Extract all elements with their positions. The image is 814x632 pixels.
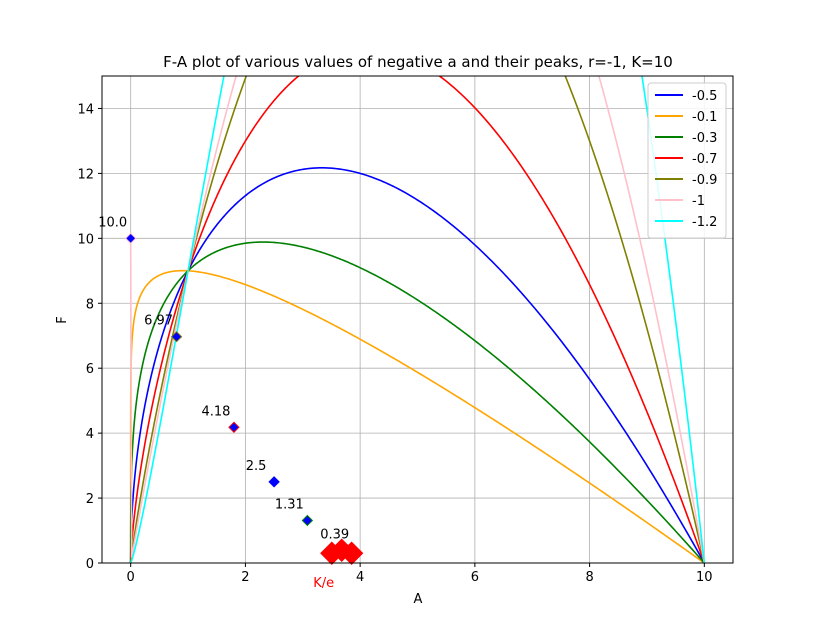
plot-frame (101, 75, 734, 564)
legend-label--0.9: -0.9 (692, 173, 717, 188)
legend-label--0.1: -0.1 (692, 110, 717, 125)
x-tick-label: 2 (241, 570, 249, 585)
y-tick-label: 8 (86, 297, 94, 312)
series-line--1 (129, 76, 706, 563)
x-tick-label: 6 (471, 570, 479, 585)
series-lines (129, 76, 706, 563)
peak-label--1: 10.0 (98, 215, 127, 230)
peak-label--0.1: 0.39 (320, 527, 349, 542)
y-tick-label: 2 (86, 492, 94, 507)
peak-marker--0.7 (228, 421, 240, 433)
peak-label--0.3: 1.31 (275, 497, 304, 512)
peak-marker--1 (124, 232, 137, 245)
peak-marker--0.5 (268, 476, 280, 488)
peak-label--0.7: 4.18 (201, 404, 230, 419)
legend-label--0.5: -0.5 (692, 89, 717, 104)
x-tick-label: 8 (585, 570, 593, 585)
x-tick-label: 10 (696, 570, 713, 585)
y-tick-label: 12 (77, 167, 94, 182)
y-tick-label: 14 (77, 102, 94, 117)
legend-label--0.3: -0.3 (692, 131, 717, 146)
ke-label: K/e (313, 576, 334, 591)
x-axis-label: A (414, 592, 423, 607)
y-tick-label: 10 (77, 232, 94, 247)
series-line--0.5 (129, 167, 706, 563)
legend: -0.5 -0.1 -0.3 -0.7 -0.9 -1 -1.2 (647, 82, 727, 239)
series-line--0.9 (129, 76, 706, 563)
y-axis-label: F (55, 316, 70, 323)
x-tick-label: 4 (356, 570, 364, 585)
peak-label--0.9: 6.97 (144, 314, 173, 329)
chart-title: F-A plot of various values of negative a… (163, 53, 673, 71)
legend-label--1: -1 (692, 194, 705, 209)
peak-marker--0.3 (301, 514, 314, 527)
y-tick-label: 6 (86, 362, 94, 377)
series-line--0.7 (129, 76, 706, 563)
ke-marker-2 (330, 538, 354, 562)
peak-label--0.5: 2.5 (246, 459, 267, 474)
series-line--0.1 (129, 269, 705, 563)
peak-marker--0.9 (170, 330, 183, 343)
y-tick-label: 0 (86, 557, 94, 572)
y-tick-label: 4 (86, 427, 94, 442)
legend-label--1.2: -1.2 (692, 215, 717, 230)
series-line--0.3 (129, 241, 705, 563)
x-tick-label: 0 (127, 570, 135, 585)
axis-ticks: 0 2 4 6 8 10 0 2 4 6 8 10 12 14 (77, 102, 712, 585)
peak-markers: 2.5 0.39 1.31 4.18 6.97 10.0 K/e (98, 215, 364, 591)
legend-label--0.7: -0.7 (692, 152, 717, 167)
